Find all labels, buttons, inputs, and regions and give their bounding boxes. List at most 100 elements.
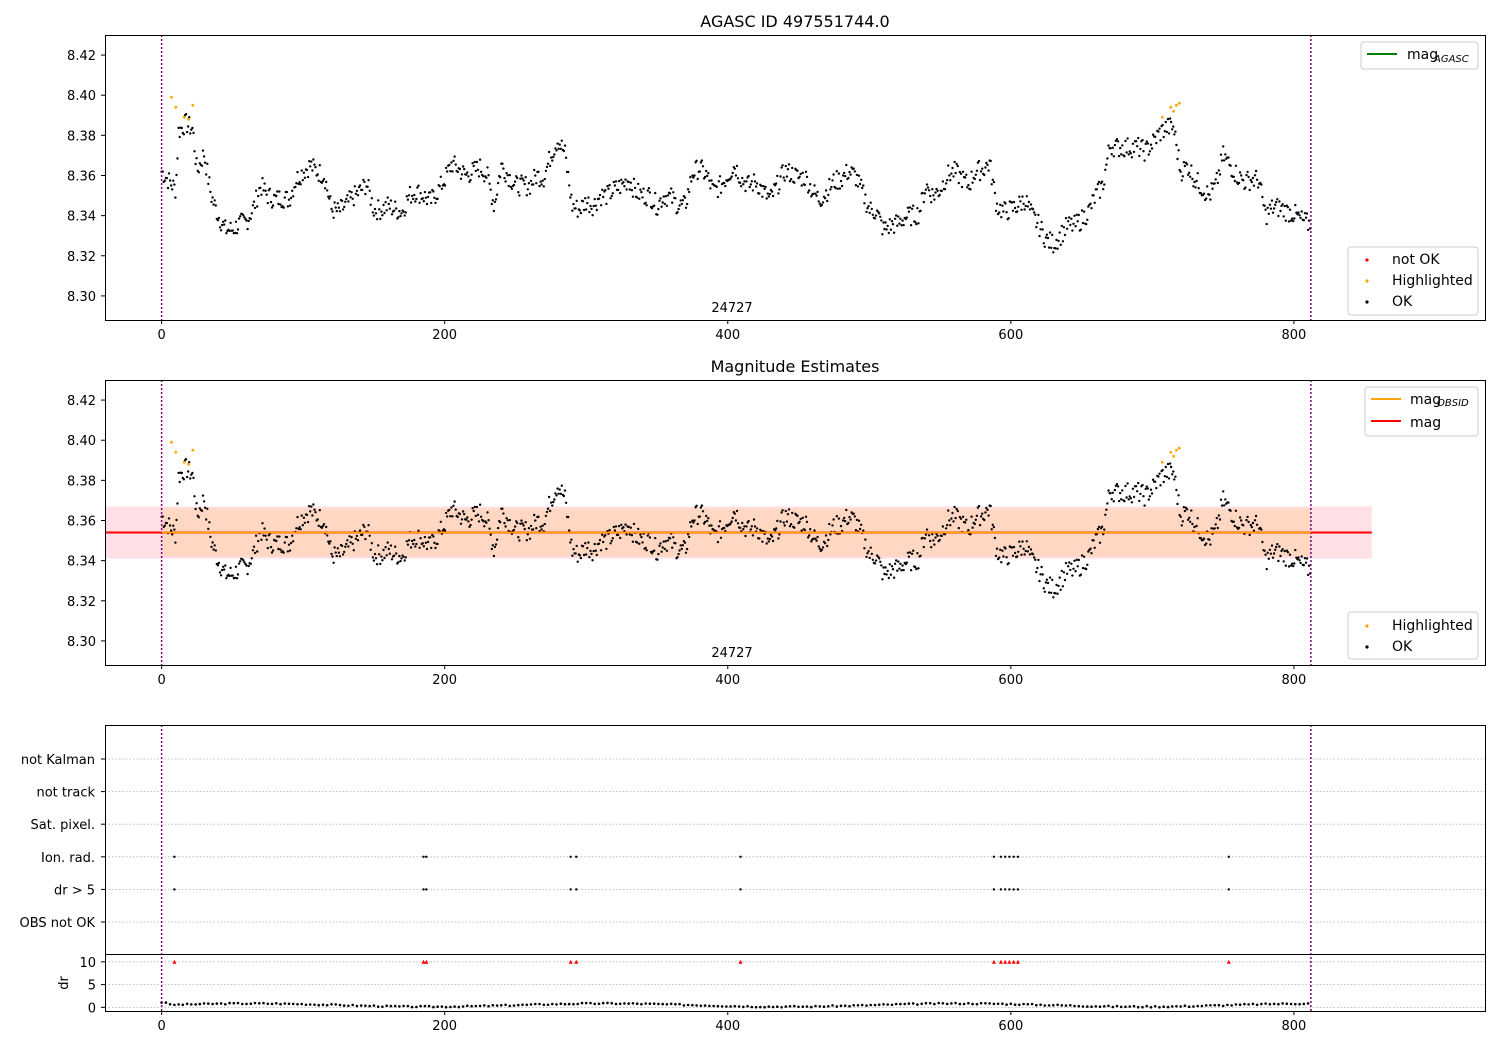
ok-point — [1001, 549, 1004, 552]
ok-point — [1223, 504, 1226, 507]
ok-point — [1240, 174, 1243, 177]
ok-point — [374, 557, 378, 560]
ok-point — [165, 176, 169, 180]
ok-point — [311, 169, 314, 172]
ok-point — [658, 544, 661, 547]
highlighted-point — [191, 448, 195, 452]
ok-point — [730, 520, 733, 523]
ok-point — [605, 547, 608, 551]
ok-point — [1255, 523, 1259, 526]
ok-point — [878, 557, 881, 560]
ok-point — [478, 503, 482, 506]
ok-point — [854, 529, 858, 532]
ok-point — [607, 187, 610, 190]
dr-point — [1060, 1004, 1064, 1007]
dr-point — [699, 1004, 703, 1008]
ok-point — [548, 509, 552, 513]
ok-point — [965, 173, 968, 176]
ok-point — [701, 165, 705, 168]
dr-point — [1115, 1004, 1119, 1008]
ok-point — [844, 519, 847, 523]
ok-point — [1136, 490, 1139, 493]
ok-point — [956, 509, 959, 513]
dr-point — [962, 1002, 966, 1006]
ok-point — [1150, 147, 1154, 150]
ok-point — [614, 180, 618, 183]
ok-point — [871, 558, 874, 561]
ok-point — [220, 568, 224, 572]
ok-point — [504, 180, 507, 183]
ok-point — [823, 542, 827, 545]
ok-point — [1180, 179, 1184, 182]
ok-point — [1048, 231, 1052, 234]
dr-point — [211, 1002, 214, 1006]
flags-data — [160, 725, 1312, 1011]
ok-point — [765, 197, 768, 200]
ok-point — [1299, 561, 1302, 565]
ok-point — [329, 195, 332, 198]
dr-point — [474, 1004, 478, 1008]
dr-point — [1302, 1002, 1306, 1006]
ok-point — [1110, 153, 1113, 156]
ok-point — [623, 185, 626, 188]
ok-point — [1260, 183, 1263, 186]
ok-point — [1109, 492, 1112, 495]
ok-point — [1026, 550, 1030, 553]
ok-point — [562, 494, 566, 498]
ok-point — [625, 188, 628, 191]
ok-point — [1072, 222, 1075, 225]
ok-point — [1189, 175, 1192, 178]
ok-point — [801, 516, 804, 519]
ok-point — [1069, 568, 1072, 572]
ok-point — [817, 200, 820, 203]
dr-point — [801, 1005, 805, 1008]
ok-point — [1017, 205, 1020, 208]
dr-point — [389, 1004, 393, 1008]
ok-point — [1035, 225, 1038, 229]
ok-point — [234, 220, 238, 223]
obsid-annotation: 24727 — [711, 301, 752, 316]
ok-point — [1264, 553, 1267, 556]
ok-point — [751, 534, 755, 537]
ok-point — [1163, 130, 1167, 133]
ok-point — [516, 521, 519, 525]
ok-point — [543, 177, 546, 181]
ok-point — [1113, 488, 1117, 492]
ok-point — [678, 549, 681, 552]
x-tick-label: 400 — [715, 328, 740, 343]
ok-point — [931, 188, 934, 191]
ok-point — [1023, 208, 1026, 211]
ok-point — [955, 507, 958, 511]
dr-point — [1064, 1004, 1068, 1007]
ok-point — [1223, 159, 1226, 162]
dr-point — [215, 1002, 219, 1005]
dr-point — [652, 1002, 656, 1005]
ok-point — [366, 185, 369, 188]
dr-point — [432, 1005, 435, 1009]
ok-point — [986, 508, 989, 512]
ok-point — [367, 179, 370, 182]
ok-point — [1060, 224, 1064, 228]
dr-point — [657, 1002, 660, 1006]
ok-point — [178, 480, 181, 484]
ok-point — [479, 515, 483, 518]
ok-point — [460, 518, 464, 521]
ok-point — [1188, 171, 1191, 174]
ok-point — [1283, 549, 1286, 553]
ok-point — [700, 504, 704, 507]
ok-point — [664, 195, 667, 198]
ok-point — [638, 542, 641, 545]
ok-point — [889, 573, 893, 576]
ok-point — [748, 185, 751, 189]
ok-point — [758, 192, 761, 195]
ok-point — [1193, 525, 1196, 529]
ok-point — [741, 176, 744, 180]
legend-mag-agasc-sub: AGASC — [1433, 54, 1469, 65]
ok-point — [495, 538, 499, 541]
ok-point — [1093, 201, 1096, 204]
ok-point — [505, 517, 508, 520]
ok-point — [977, 159, 981, 163]
legend-highlighted-2: Highlighted — [1392, 618, 1473, 634]
ok-point — [1174, 475, 1177, 478]
ok-point — [229, 221, 232, 225]
